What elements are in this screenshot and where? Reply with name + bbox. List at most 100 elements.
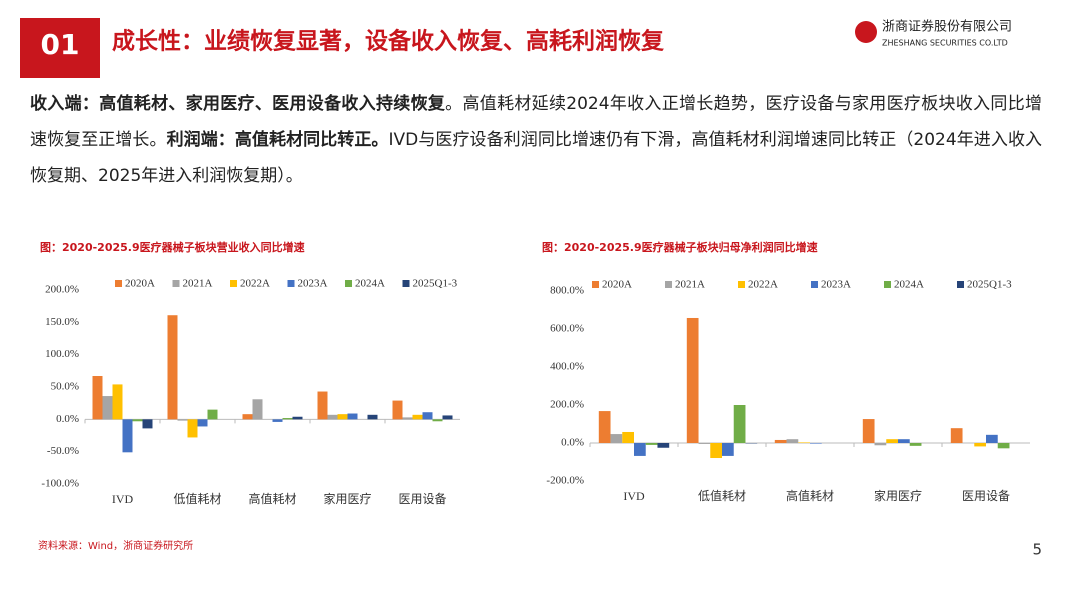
x-tick-label: 医用设备 [398,492,446,506]
legend-swatch [172,280,180,287]
y-tick-label: -100.0% [41,478,79,490]
chart-title: 图：2020-2025.9医疗器械子板块归母净利润同比增速 [542,240,818,254]
body-segment: 。高值耗材延续2024年收入正增长趋势，医疗设备与家用医疗板块收入同比增速恢复至… [30,94,1042,150]
legend-swatch [738,281,745,288]
legend-label: 2024A [355,278,385,290]
x-tick-label: IVD [112,492,134,506]
y-tick-label: 400.0% [550,361,584,373]
legend-label: 2025Q1-3 [413,278,458,290]
bar [367,414,378,420]
bar [142,419,153,429]
bar [645,443,658,445]
chart-title: 图：2020-2025.9医疗器械子板块营业收入同比增速 [40,240,305,254]
legend-label: 2022A [240,278,270,290]
legend-label: 2022A [748,279,778,291]
y-tick-label: 0.0% [56,413,79,425]
bar [167,315,178,420]
legend-label: 2024A [894,279,924,291]
bar [347,413,358,420]
bar [317,391,328,420]
logo-en: ZHESHANG SECURITIES CO.LTD [882,39,1008,48]
bar [810,443,822,444]
bar [898,439,910,443]
legend-label: 2025Q1-3 [967,279,1012,291]
bar [272,419,283,422]
legend-label: 2020A [602,279,632,291]
legend-swatch [345,280,352,287]
legend-swatch [884,281,891,288]
body-segment: 收入端：高值耗材、家用医疗、医用设备收入持续恢复 [30,94,446,114]
bar [722,443,734,456]
bar [710,443,722,459]
bar [412,414,423,420]
number-box [20,18,100,78]
source: 资料来源：Wind，浙商证券研究所 [38,539,193,552]
bar [950,428,963,443]
logo-cn: 浙商证券股份有限公司 [882,19,1012,35]
bar [402,417,413,420]
x-tick-label: 高值耗材 [786,488,834,503]
bar [634,443,646,456]
bar [242,414,253,420]
bar [986,434,998,443]
bar [282,418,293,420]
y-tick-label: -50.0% [47,445,79,457]
legend-swatch [287,280,295,287]
y-tick-label: 200.0% [550,399,584,411]
x-tick-label: 家用医疗 [323,491,371,506]
x-tick-label: 低值耗材 [698,488,746,503]
y-tick-label: 50.0% [51,381,79,393]
logo-icon [855,21,877,43]
bar [187,419,198,438]
y-tick-label: 200.0% [45,284,79,296]
bar [862,419,875,443]
legend-swatch [115,280,122,287]
legend-swatch [592,281,599,288]
y-tick-label: -200.0% [546,475,584,487]
legend-label: 2021A [675,279,705,291]
bar [798,442,810,443]
y-tick-label: 0.0% [561,437,584,449]
legend-swatch [957,281,964,288]
y-tick-label: 100.0% [45,348,79,360]
bar [733,405,746,443]
legend-label: 2020A [125,278,155,290]
bar [292,416,303,420]
bar [112,384,123,420]
bar [102,396,113,420]
bar [657,443,670,448]
bar [874,443,887,446]
bar [698,443,711,444]
body-text: 收入端：高值耗材、家用医疗、医用设备收入持续恢复。高值耗材延续2024年收入正增… [30,86,1042,194]
legend-swatch [665,281,672,288]
bar [909,443,922,446]
bar [442,415,453,420]
legend-swatch [402,280,410,287]
section-number: 01 [41,28,80,61]
x-tick-label: 医用设备 [962,489,1010,503]
bar [974,443,986,447]
bar [92,376,103,420]
legend-label: 2023A [298,278,328,290]
bar [122,419,133,453]
slide-title: 成长性：业绩恢复显著，设备收入恢复、高耗利润恢复 [112,28,665,55]
legend-swatch [230,280,237,287]
bar [432,419,443,422]
legend-label: 2021A [183,278,213,290]
bar [327,414,338,420]
bar [598,411,611,443]
bar [686,317,699,443]
y-tick-label: 800.0% [550,285,584,297]
bar [207,409,218,420]
bar [610,434,623,443]
legend-label: 2023A [821,279,851,291]
x-tick-label: 家用医疗 [874,488,922,503]
y-tick-label: 150.0% [45,316,79,328]
legend-swatch [811,281,818,288]
y-tick-label: 600.0% [550,323,584,335]
bar [132,419,143,422]
bar [197,419,208,427]
page-number: 5 [1032,541,1042,559]
